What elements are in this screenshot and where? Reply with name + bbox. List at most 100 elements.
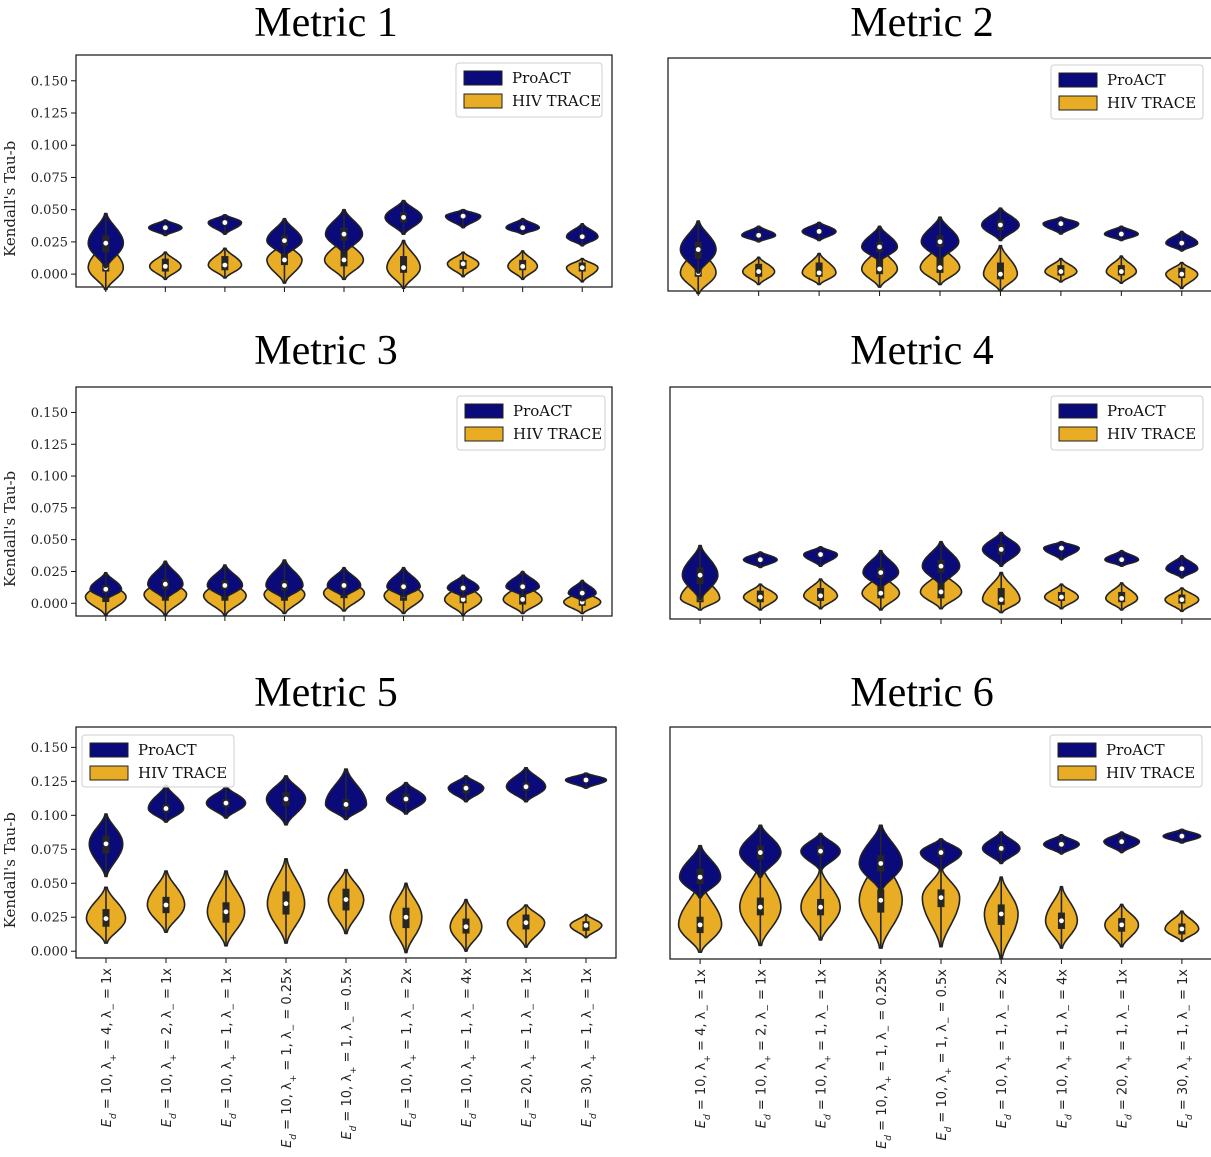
violin-median xyxy=(341,257,347,263)
y-tick-label: 0.000 xyxy=(31,597,68,612)
violin-box xyxy=(815,262,823,277)
violin-median xyxy=(1179,833,1185,839)
violin-median xyxy=(1179,566,1185,572)
x-category-label: Ed = 10, λ+ = 4, λ− = 1x xyxy=(100,968,119,1128)
violin-median xyxy=(163,902,169,908)
panel-title: Metric 4 xyxy=(850,328,993,374)
legend-swatch-proact xyxy=(464,403,504,419)
violin-median xyxy=(877,266,882,272)
violin-median xyxy=(998,597,1004,603)
y-tick-label: 0.050 xyxy=(31,877,68,892)
violin-median xyxy=(1179,240,1185,246)
y-tick-label: 0.100 xyxy=(31,470,68,485)
legend-swatch-hiv-trace xyxy=(89,765,129,781)
violin-median xyxy=(1119,557,1125,563)
violin-median xyxy=(282,257,287,263)
violin-median xyxy=(583,777,589,783)
y-tick-label: 0.025 xyxy=(31,235,68,250)
violin-median xyxy=(343,802,349,807)
violin-median xyxy=(938,563,944,569)
y-tick-label: 0.125 xyxy=(31,775,68,790)
y-tick-label: 0.000 xyxy=(31,268,68,283)
violin-median xyxy=(816,270,822,276)
legend-swatch-proact xyxy=(1057,742,1097,758)
x-category-label: Ed = 10, λ+ = 1, λ− = 2x xyxy=(995,969,1014,1129)
violin-median xyxy=(1059,918,1064,924)
violin-median xyxy=(938,895,944,900)
violin-median xyxy=(403,914,409,920)
violin-median xyxy=(697,874,703,880)
legend-label: ProACT xyxy=(1107,402,1166,420)
legend-label: HIV TRACE xyxy=(1106,764,1195,782)
panel-title: Metric 2 xyxy=(850,0,993,46)
violin-median xyxy=(579,265,585,271)
violin-median xyxy=(463,924,469,930)
y-tick-label: 0.100 xyxy=(31,809,68,824)
violin-median xyxy=(878,570,884,575)
panel-metric-1: 0.000 0.025 0.050 0.075 0.100 0.125 0.150 Kenda… xyxy=(1,54,613,292)
y-tick-label: 0.075 xyxy=(31,501,68,516)
violin-median xyxy=(998,222,1003,228)
violin-median xyxy=(878,861,884,866)
violin-median xyxy=(1059,594,1064,600)
violin-median xyxy=(283,796,289,802)
y-axis-label: Kendall's Tau-b xyxy=(1,141,19,257)
y-tick-label: 0.075 xyxy=(31,843,68,858)
violin-median xyxy=(697,922,703,928)
legend-label: HIV TRACE xyxy=(1107,425,1196,443)
violin-median xyxy=(757,904,763,910)
violin-median xyxy=(162,581,168,587)
y-tick-label: 0.125 xyxy=(31,107,68,122)
x-category-label: Ed = 10, λ+ = 1, λ− = 4x xyxy=(1055,969,1074,1129)
violin-median xyxy=(1118,231,1124,237)
violin-median xyxy=(103,240,109,246)
violin-median xyxy=(460,585,466,591)
violin-median xyxy=(520,225,526,231)
violin-median xyxy=(1118,269,1124,274)
violin-median xyxy=(816,229,822,234)
x-category-labels-left: Ed = 10, λ+ = 4, λ− = 1x Ed = 10, λ+ = 2,… xyxy=(100,968,599,1148)
violin-median xyxy=(103,916,109,921)
legend-label: ProACT xyxy=(1106,741,1165,759)
violin-median xyxy=(460,597,466,602)
violin-median xyxy=(818,904,823,910)
y-tick-label: 0.150 xyxy=(31,741,68,756)
violin-median xyxy=(878,897,884,903)
legend-swatch-hiv-trace xyxy=(1057,765,1097,781)
violin-median xyxy=(163,806,169,811)
legend-label: ProACT xyxy=(513,402,572,420)
violin-median xyxy=(756,232,762,238)
violin-median xyxy=(1058,269,1064,274)
violin-median xyxy=(162,263,168,269)
violin-median xyxy=(1179,597,1185,603)
violin-median xyxy=(523,920,529,926)
violin-median xyxy=(579,590,585,596)
violin-box xyxy=(997,588,1005,605)
legend-swatch-hiv-trace xyxy=(1058,95,1098,111)
y-tick-label: 0.150 xyxy=(31,74,68,89)
panel-title: Metric 6 xyxy=(850,670,993,716)
violin-median xyxy=(343,897,349,902)
violin-median xyxy=(1179,271,1185,277)
y-tick-label: 0.125 xyxy=(31,438,68,453)
violin-median xyxy=(162,225,168,231)
x-category-label: Ed = 10, λ+ = 2, λ− = 1x xyxy=(160,968,179,1128)
legend-label: HIV TRACE xyxy=(512,92,601,110)
x-category-label: Ed = 30, λ+ = 1, λ− = 1x xyxy=(1176,969,1195,1129)
violin-median xyxy=(1059,841,1064,847)
violin-median xyxy=(403,796,409,802)
panel-title: Metric 1 xyxy=(254,0,397,46)
y-tick-label: 0.050 xyxy=(31,533,68,548)
legend-swatch-proact xyxy=(1058,72,1098,88)
violin-median xyxy=(341,231,347,237)
violin-median xyxy=(757,850,763,855)
x-category-label: Ed = 10, λ+ = 1, λ− = 2x xyxy=(400,968,419,1128)
legend-swatch-proact xyxy=(1058,403,1098,419)
x-category-label: Ed = 10, λ+ = 4, λ− = 1x xyxy=(694,969,713,1129)
y-tick-label: 0.025 xyxy=(31,565,68,580)
panel-metric-2: ProACT HIV TRACE xyxy=(667,57,1211,296)
violin-median xyxy=(998,846,1004,851)
y-tick-label: 0.100 xyxy=(31,139,68,154)
violin-median xyxy=(877,244,882,250)
